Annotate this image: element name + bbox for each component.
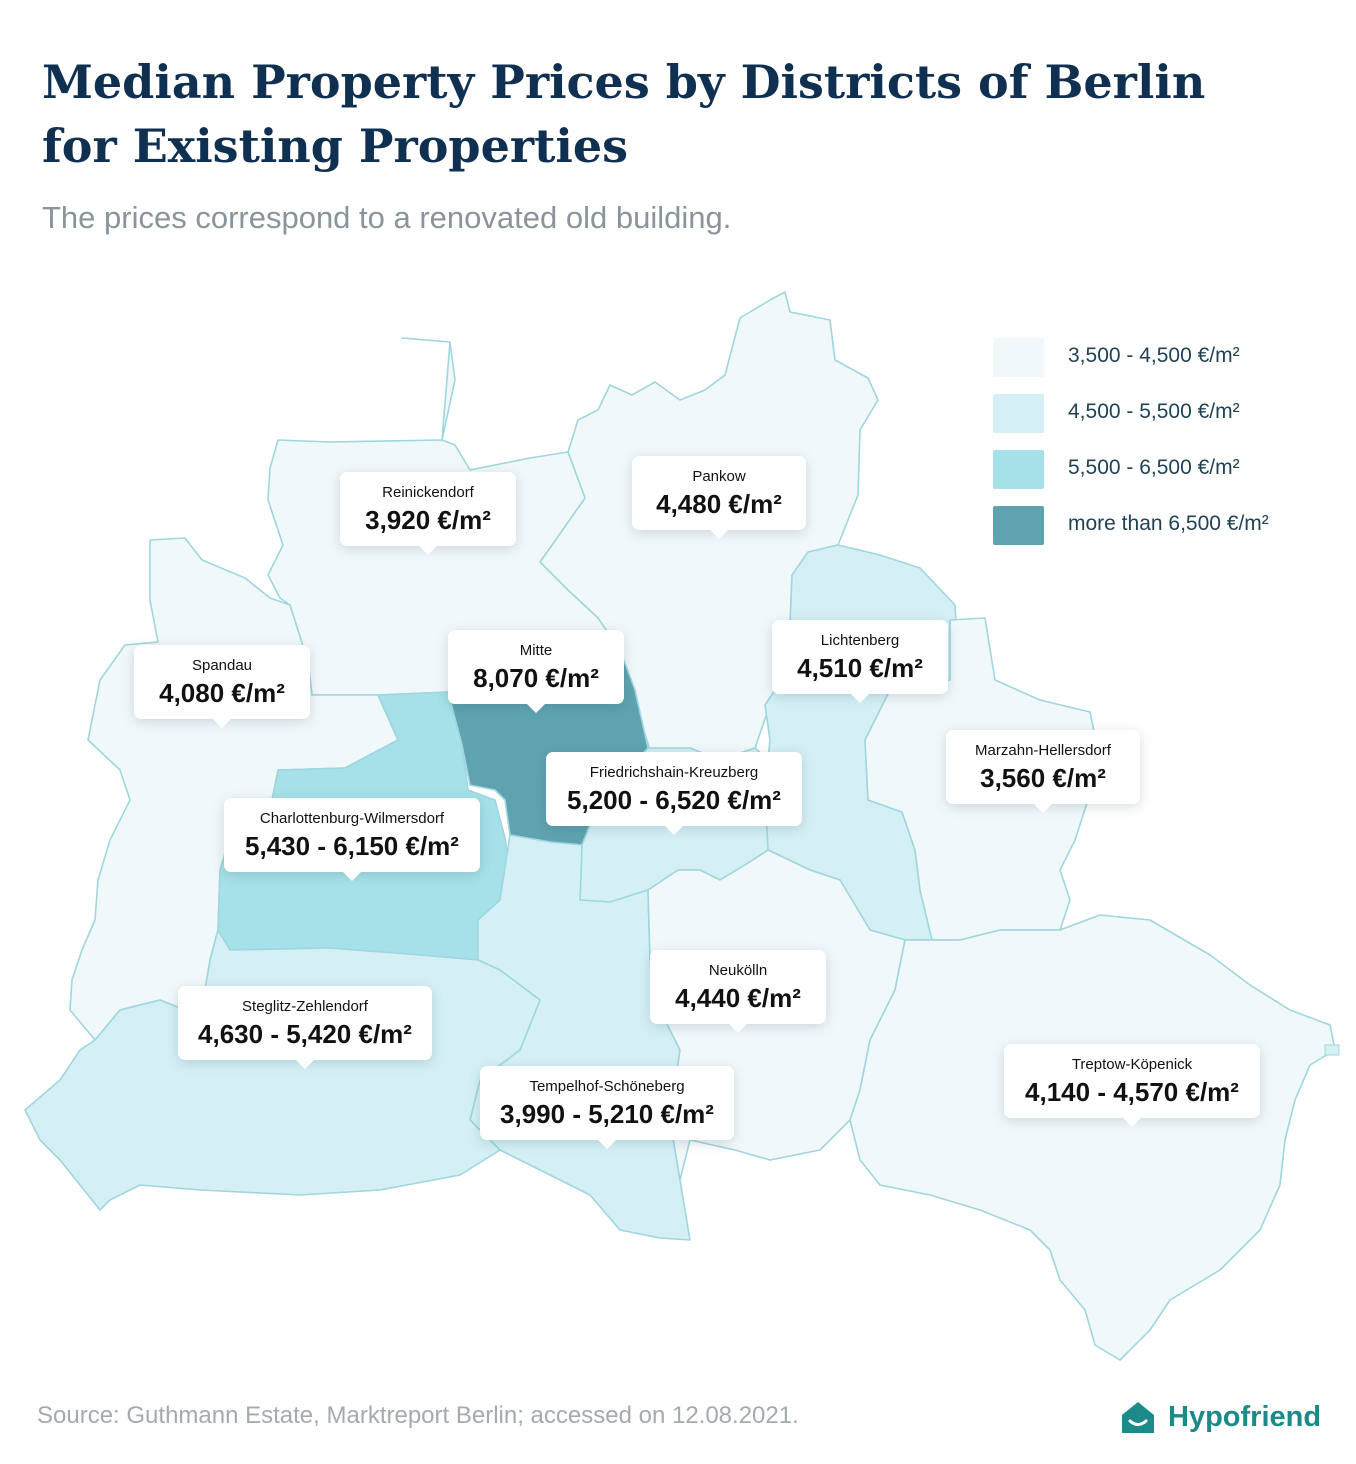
district-price: 5,430 - 6,150 €/m² — [245, 831, 459, 861]
label-marzahn[interactable]: Marzahn-Hellersdorf 3,560 €/m² — [946, 730, 1140, 813]
district-price: 4,480 €/m² — [656, 489, 782, 519]
label-charlottenburg[interactable]: Charlottenburg-Wilmersdorf 5,430 - 6,150… — [224, 798, 480, 881]
brand-logo[interactable]: Hypofriend — [1118, 1395, 1321, 1439]
label-steglitz[interactable]: Steglitz-Zehlendorf 4,630 - 5,420 €/m² — [178, 986, 432, 1069]
page-subtitle: The prices correspond to a renovated old… — [42, 200, 732, 235]
legend-swatch — [993, 394, 1044, 433]
district-name: Friedrichshain-Kreuzberg — [589, 764, 759, 781]
legend-label: more than 6,500 €/m² — [1068, 512, 1269, 535]
house-smile-icon — [1122, 1402, 1154, 1433]
district-name: Spandau — [191, 657, 253, 674]
source-note: Source: Guthmann Estate, Marktreport Ber… — [37, 1402, 799, 1429]
label-spandau[interactable]: Spandau 4,080 €/m² — [134, 645, 310, 728]
district-price: 4,440 €/m² — [675, 983, 801, 1013]
brand-name: Hypofriend — [1168, 1400, 1322, 1433]
legend-label: 3,500 - 4,500 €/m² — [1068, 344, 1240, 367]
label-treptow[interactable]: Treptow-Köpenick 4,140 - 4,570 €/m² — [1004, 1044, 1260, 1127]
label-lichtenberg[interactable]: Lichtenberg 4,510 €/m² — [772, 620, 948, 703]
district-price: 4,140 - 4,570 €/m² — [1025, 1077, 1239, 1107]
district-name: Treptow-Köpenick — [1071, 1056, 1193, 1073]
district-name: Steglitz-Zehlendorf — [242, 998, 368, 1015]
district-price: 3,920 €/m² — [365, 505, 491, 535]
district-name: Marzahn-Hellersdorf — [975, 742, 1111, 759]
district-name: Neukölln — [708, 962, 768, 979]
district-name: Reinickendorf — [382, 484, 474, 501]
district-price: 4,630 - 5,420 €/m² — [198, 1019, 412, 1049]
district-price: 4,080 €/m² — [159, 678, 285, 708]
district-name: Mitte — [519, 642, 553, 659]
legend-swatch — [993, 338, 1044, 377]
label-tempelhof[interactable]: Tempelhof-Schöneberg 3,990 - 5,210 €/m² — [480, 1066, 734, 1149]
label-friedrichshain[interactable]: Friedrichshain-Kreuzberg 5,200 - 6,520 €… — [546, 752, 802, 835]
district-price: 3,990 - 5,210 €/m² — [500, 1099, 714, 1129]
district-name: Pankow — [692, 468, 746, 485]
district-treptow[interactable] — [849, 914, 1336, 1361]
district-name: Charlottenburg-Wilmersdorf — [259, 810, 445, 827]
district-price: 4,510 €/m² — [797, 653, 923, 683]
district-price: 8,070 €/m² — [473, 663, 599, 693]
label-reinickendorf[interactable]: Reinickendorf 3,920 €/m² — [340, 472, 516, 555]
legend-label: 5,500 - 6,500 €/m² — [1068, 456, 1240, 479]
district-price: 5,200 - 6,520 €/m² — [567, 785, 781, 815]
label-pankow[interactable]: Pankow 4,480 €/m² — [632, 456, 806, 539]
district-price: 3,560 €/m² — [980, 763, 1106, 793]
legend-swatch — [993, 506, 1044, 545]
district-name: Tempelhof-Schöneberg — [529, 1078, 685, 1095]
district-name: Lichtenberg — [820, 632, 900, 649]
legend-swatch — [993, 450, 1044, 489]
label-mitte[interactable]: Mitte 8,070 €/m² — [448, 630, 624, 713]
legend-label: 4,500 - 5,500 €/m² — [1068, 400, 1240, 423]
label-neukoelln[interactable]: Neukölln 4,440 €/m² — [650, 950, 826, 1033]
page-title: Median Property Prices by Districts of B… — [42, 55, 1206, 173]
